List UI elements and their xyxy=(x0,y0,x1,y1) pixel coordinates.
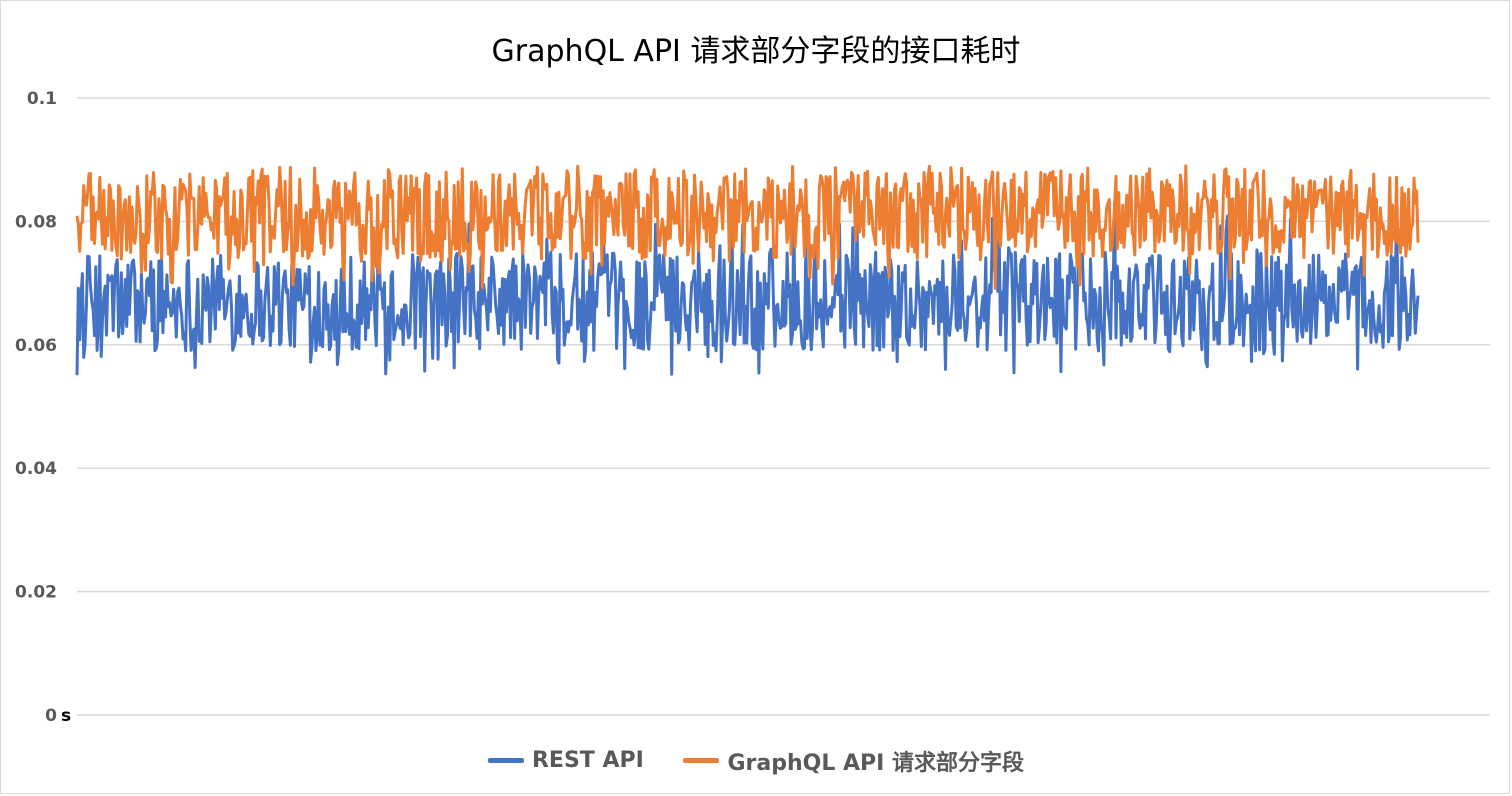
y-axis-ticks: 0.1 0.08 0.06 0.04 0.02 0 xyxy=(15,89,57,726)
y-tick-label: 0.04 xyxy=(15,459,57,479)
legend-item-graphql: GraphQL API 请求部分字段 xyxy=(683,745,1024,777)
series-line-0 xyxy=(75,201,1420,376)
y-tick-label: 0.1 xyxy=(27,89,57,109)
legend: REST API GraphQL API 请求部分字段 xyxy=(0,744,1512,777)
series-line-1 xyxy=(75,164,1420,290)
series-lines xyxy=(75,164,1420,376)
y-unit-label: s xyxy=(61,706,71,726)
y-tick-label: 0.08 xyxy=(15,212,57,232)
legend-swatch-rest xyxy=(487,758,524,763)
legend-label-rest: REST API xyxy=(531,748,644,773)
legend-swatch-graphql xyxy=(683,758,720,763)
chart-title: GraphQL API 请求部分字段的接口耗时 xyxy=(491,34,1021,69)
y-tick-label: 0 xyxy=(45,706,57,726)
legend-label-graphql: GraphQL API 请求部分字段 xyxy=(727,750,1025,776)
y-tick-label: 0.02 xyxy=(15,583,57,603)
y-tick-label: 0.06 xyxy=(15,336,57,356)
legend-item-rest: REST API xyxy=(487,748,644,773)
